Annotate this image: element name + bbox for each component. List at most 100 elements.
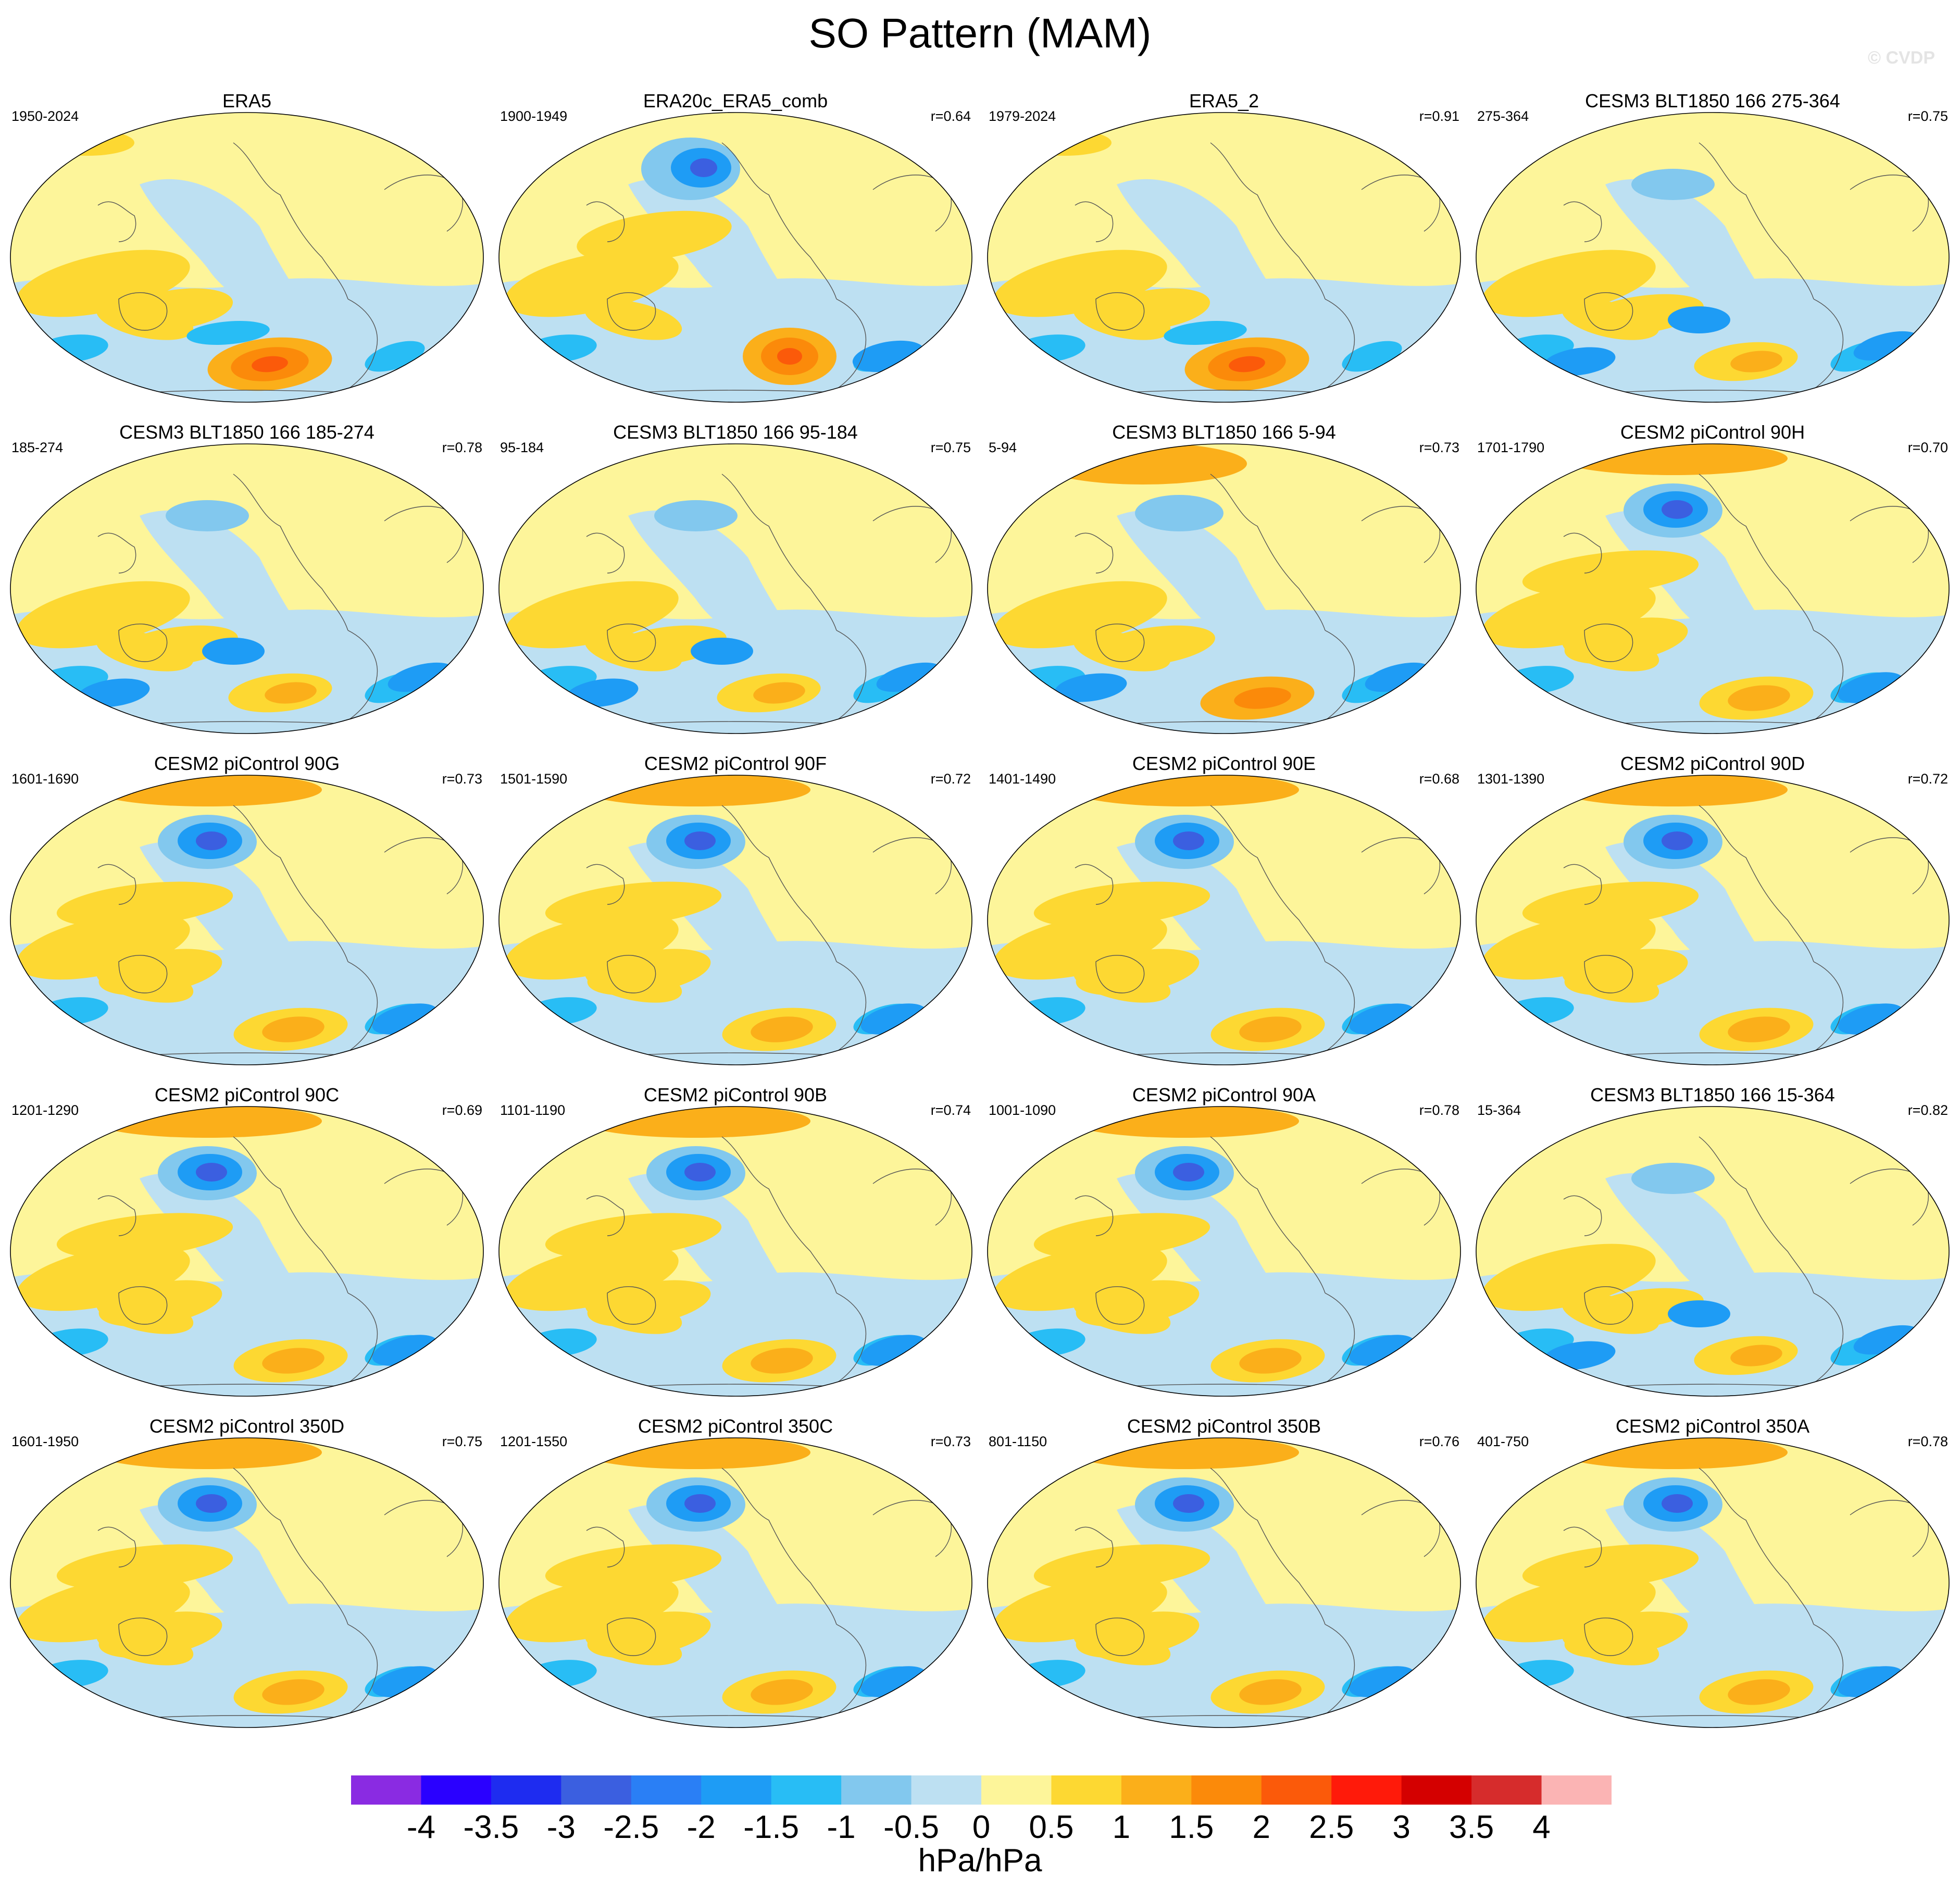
aleutian-low-core [1173,1163,1204,1182]
drake-positive-core [751,1016,813,1042]
subtropical-positive [56,1544,233,1590]
map [987,443,1461,734]
panel-title: ERA5_2 [1189,90,1259,111]
coastline [586,532,625,574]
map-border [987,1106,1461,1397]
drake-positive-core [1728,1679,1790,1705]
panel-title: CESM2 piControl 350C [638,1415,833,1437]
north-pacific-low [1135,495,1224,531]
coastline [1808,961,1844,1056]
map-border [10,112,484,403]
coastline [342,961,378,1056]
map-field [1476,113,1949,402]
coastline [1319,299,1355,393]
colorbar-tick-label: -1 [827,1809,856,1845]
map [1476,775,1950,1065]
south-pacific-positive [587,1611,711,1658]
map-field [499,775,972,1065]
map-panel: ERA5_2 1979-2024 r=0.91 [979,90,1469,403]
australia-positive-lobe [584,300,682,340]
coastline [1699,474,1814,631]
map-panel: CESM2 piControl 350A 401-750 r=0.78 [1468,1415,1957,1728]
map-panel: CESM2 piControl 90H 1701-1790 r=0.70 [1468,421,1957,734]
drake-positive-core [262,1679,324,1705]
tropical-pacific-field [140,841,322,993]
panel-title: CESM2 piControl 90C [154,1084,340,1105]
map-panel: CESM2 piControl 90E 1401-1490 r=0.68 [979,753,1469,1065]
subtropical-positive [56,881,233,927]
panel-years: 401-750 [1477,1434,1529,1449]
coastline [97,1526,136,1568]
map-panel: CESM2 piControl 350B 801-1150 r=0.76 [979,1415,1469,1728]
subtropical-positive [1522,1544,1699,1590]
south-pacific-low [1668,306,1730,333]
map [987,1106,1461,1397]
south-pacific-positive [1091,625,1215,667]
map-field [1476,1438,1949,1728]
map-border [987,1437,1461,1728]
north-pacific-low [1631,1163,1715,1194]
arctic-positive [421,130,483,161]
subtropical-positive [1522,881,1699,927]
panel-correlation: r=0.68 [1419,771,1459,787]
coastline [342,1293,378,1387]
panel-title: CESM2 piControl 90E [1132,753,1316,774]
drake-positive-core [1730,351,1782,372]
map-border [1476,1437,1950,1728]
map-border [10,775,484,1065]
aleutian-low-core [684,831,716,850]
coastline [607,955,656,993]
drake-positive-core [751,1679,813,1705]
map-field [988,775,1460,1065]
coastline [97,532,136,574]
map [1476,112,1950,403]
colorbar-swatch [1541,1775,1612,1805]
coastline [233,805,348,962]
colorbar-swatch [1331,1775,1402,1805]
map-border [498,1106,972,1397]
panel-correlation: r=0.73 [930,1434,971,1449]
arctic-positive [93,775,322,806]
siberia-positive [1018,130,1112,156]
map-border [498,112,972,403]
coastline [607,292,656,331]
tropical-pacific-field [1605,179,1788,330]
drake-positive-core [265,682,317,704]
colorbar-swatch [1121,1775,1192,1805]
south-pacific-positive [1096,288,1210,331]
south-pacific-positive [1076,949,1200,996]
arctic-positive [1070,1438,1299,1469]
panel-years: 15-364 [1477,1102,1521,1118]
coastline [1584,624,1633,662]
tropical-pacific-field [628,1173,810,1324]
panel-years: 185-274 [11,440,64,455]
coastline [1095,1286,1145,1325]
map-border [10,443,484,734]
map-border [987,443,1461,734]
coastline [831,961,867,1056]
colorbar-units: hPa/hPa [918,1843,1042,1879]
coastline [586,864,625,905]
indo-pacific-positive-band [1482,1244,1656,1311]
subtropical-positive [545,1544,722,1590]
map-field [10,1438,483,1728]
tropical-pacific-field [140,179,322,330]
tropical-pacific-field [1117,510,1299,662]
coastline [1075,1526,1114,1568]
colorbar-tick-label: 1 [1112,1809,1131,1845]
drake-positive-core [252,356,288,372]
map-border [498,443,972,734]
colorbar-tick-label: -4 [406,1809,435,1845]
panel-years: 275-364 [1477,108,1529,124]
map-border [987,775,1461,1065]
colorbar-tick-label: -2.5 [603,1809,659,1845]
colorbar-tick-label: 3.5 [1449,1809,1494,1845]
map-field [499,1107,972,1396]
panel-correlation: r=0.72 [930,771,971,787]
drake-positive-core [1229,356,1265,372]
arctic-positive [93,1107,322,1138]
coastline [1210,1136,1326,1294]
panel-title: CESM3 BLT1850 166 275-364 [1585,90,1840,111]
south-pacific-positive [1076,1611,1200,1658]
